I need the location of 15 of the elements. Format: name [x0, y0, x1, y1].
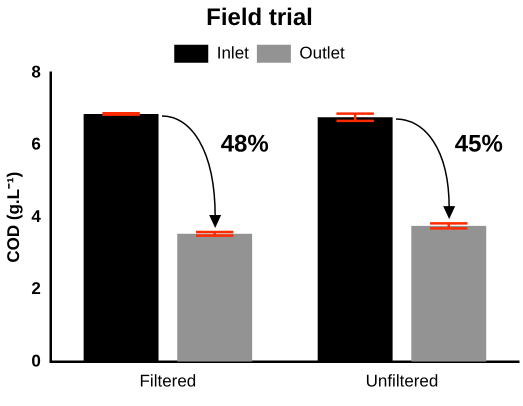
x-tick-label: Unfiltered: [366, 371, 438, 390]
bar: [411, 226, 486, 362]
annotation: 48%: [220, 130, 269, 158]
legend-label: Inlet: [216, 43, 250, 62]
annotation: 45%: [454, 130, 503, 158]
y-tick-label: 8: [31, 62, 41, 82]
y-tick-label: 6: [31, 134, 41, 154]
y-tick-label: 2: [31, 279, 41, 298]
y-axis-title: COD (g.L⁻¹): [4, 172, 23, 263]
legend-label: Outlet: [299, 43, 346, 62]
y-tick-label: 0: [31, 351, 41, 370]
chart-title: Field trial: [206, 4, 313, 32]
y-tick-label: 4: [31, 206, 42, 226]
bar: [177, 234, 252, 362]
x-tick-label: Filtered: [140, 371, 196, 390]
